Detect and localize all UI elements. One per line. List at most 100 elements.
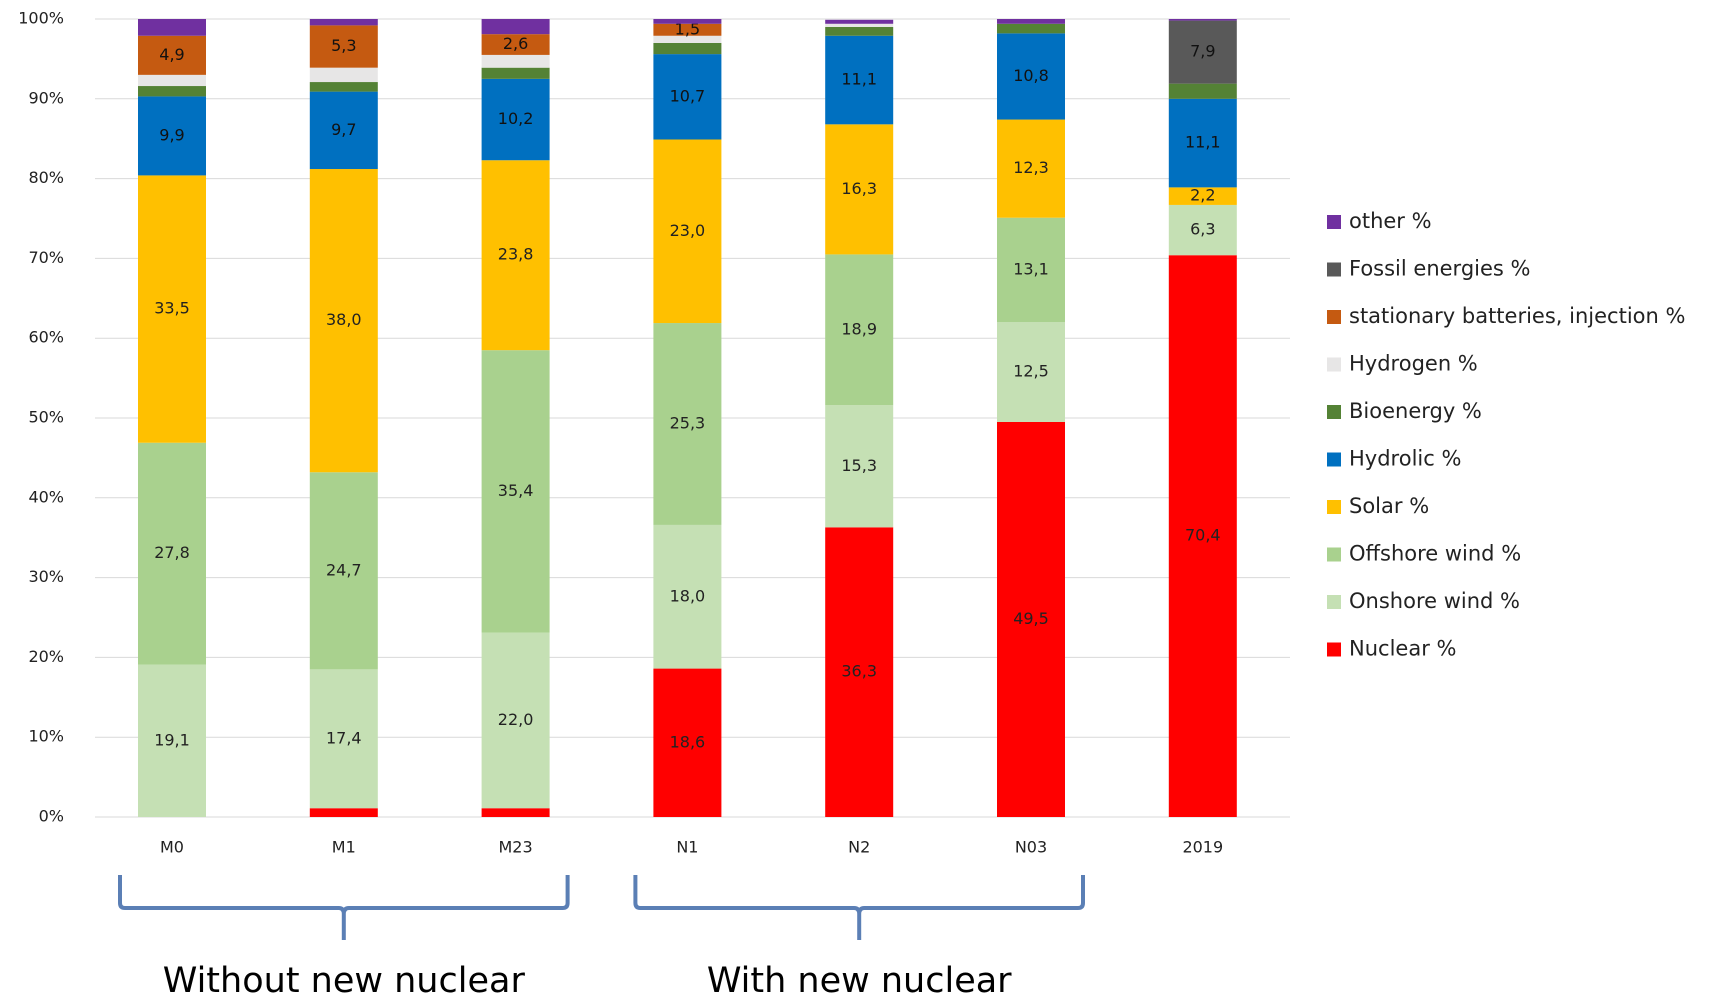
bar-segment [309, 472, 378, 670]
bar-segment [138, 442, 206, 665]
bar-segment [653, 23, 722, 36]
data-label: 19,1 [154, 730, 190, 749]
legend-label: other % [1349, 209, 1432, 233]
y-tick-label: 40% [28, 487, 64, 506]
bar-segment [997, 23, 1065, 34]
y-tick-label: 10% [28, 727, 64, 746]
legend-label: stationary batteries, injection % [1349, 304, 1685, 328]
bar-segment [1168, 187, 1237, 205]
bar-segment [997, 217, 1065, 323]
data-label: 10,8 [1013, 66, 1049, 85]
bar-segment [825, 405, 894, 528]
bar-segment [309, 169, 378, 473]
bar-segment [138, 175, 206, 443]
data-label: 7,9 [1190, 42, 1215, 61]
bar-segment [1168, 204, 1237, 256]
bar-segment [138, 19, 206, 36]
annotation: Without new nuclear [163, 961, 526, 1001]
legend-swatch [1327, 357, 1341, 372]
data-label: 4,9 [159, 45, 184, 64]
x-tick-label: N2 [848, 838, 870, 857]
legend-swatch [1327, 547, 1341, 562]
bar-segment [653, 35, 722, 43]
data-label: 10,7 [670, 86, 706, 105]
bar-segment [138, 664, 206, 817]
legend-label: Solar % [1349, 494, 1429, 518]
data-label: 9,7 [331, 120, 356, 139]
data-label: 9,9 [159, 125, 184, 144]
y-tick-label: 20% [28, 647, 64, 666]
x-tick-label: N03 [1015, 838, 1047, 857]
y-tick-label: 90% [28, 88, 64, 107]
y-tick-label: 100% [18, 9, 64, 28]
bar-segment [1168, 98, 1237, 188]
legend-swatch [1327, 310, 1341, 324]
bar-segment [481, 632, 550, 809]
bar-segment [825, 527, 894, 817]
data-label: 23,0 [670, 221, 706, 240]
data-label: 2,6 [503, 34, 528, 53]
bar-segment [825, 19, 894, 24]
bar-segment [481, 78, 550, 161]
y-tick-label: 30% [28, 567, 64, 586]
data-label: 15,3 [841, 456, 877, 475]
legend-label: Fossil energies % [1349, 257, 1530, 281]
bar-segment [309, 808, 378, 817]
annotation: With new nuclear [707, 961, 1012, 1001]
bar-segment [481, 350, 550, 633]
bar-segment [825, 124, 894, 255]
data-label: 18,9 [841, 319, 877, 338]
data-label: 12,3 [1013, 158, 1049, 177]
bar-segment [1168, 255, 1237, 817]
data-label: 33,5 [154, 299, 190, 318]
bracket [118, 875, 570, 940]
legend-swatch [1327, 642, 1341, 657]
bar-segment [138, 96, 206, 176]
data-label: 24,7 [326, 560, 362, 579]
x-tick-label: 2019 [1182, 838, 1223, 857]
bar-segment [997, 33, 1065, 120]
data-label: 11,1 [841, 70, 877, 89]
bar-segment [825, 23, 894, 27]
bar-segment [1168, 83, 1237, 99]
data-label: 36,3 [841, 662, 877, 681]
legend-label: Hydrolic % [1349, 447, 1461, 471]
legend-label: Hydrogen % [1349, 352, 1478, 376]
bar-segment [481, 19, 550, 35]
data-label: 1,5 [675, 19, 700, 38]
y-tick-label: 70% [28, 248, 64, 267]
data-label: 5,3 [331, 36, 356, 55]
data-label: 70,4 [1185, 526, 1221, 545]
data-label: 49,5 [1013, 609, 1049, 628]
data-label: 17,4 [326, 728, 362, 747]
bar-segment [309, 91, 378, 170]
bar-segment [1168, 19, 1237, 21]
bar-segment [825, 254, 894, 406]
bar-segment [481, 808, 550, 817]
data-label: 6,3 [1190, 220, 1215, 239]
bar-segment [997, 119, 1065, 218]
data-label: 10,2 [498, 109, 534, 128]
bar-segment [138, 35, 206, 75]
data-label: 18,6 [670, 732, 706, 751]
data-label: 38,0 [326, 310, 362, 329]
bar-segment [653, 54, 722, 140]
x-tick-label: M0 [160, 838, 184, 857]
bar-segment [138, 86, 206, 97]
bar-segment [1168, 20, 1237, 84]
x-tick-label: N1 [676, 838, 698, 857]
bar-segment [481, 67, 550, 79]
bar-segment [481, 160, 550, 351]
x-tick-label: M1 [332, 838, 356, 857]
bar-segment [481, 54, 550, 68]
bar-segment [653, 42, 722, 55]
bar-segment [825, 26, 894, 36]
data-label: 2,2 [1190, 186, 1215, 205]
legend-label: Bioenergy % [1349, 399, 1482, 423]
legend-swatch [1327, 452, 1341, 467]
bar-segment [653, 19, 722, 24]
y-tick-label: 80% [28, 168, 64, 187]
bar-segment [997, 421, 1065, 817]
legend-swatch [1327, 215, 1341, 229]
data-label: 12,5 [1013, 362, 1049, 381]
